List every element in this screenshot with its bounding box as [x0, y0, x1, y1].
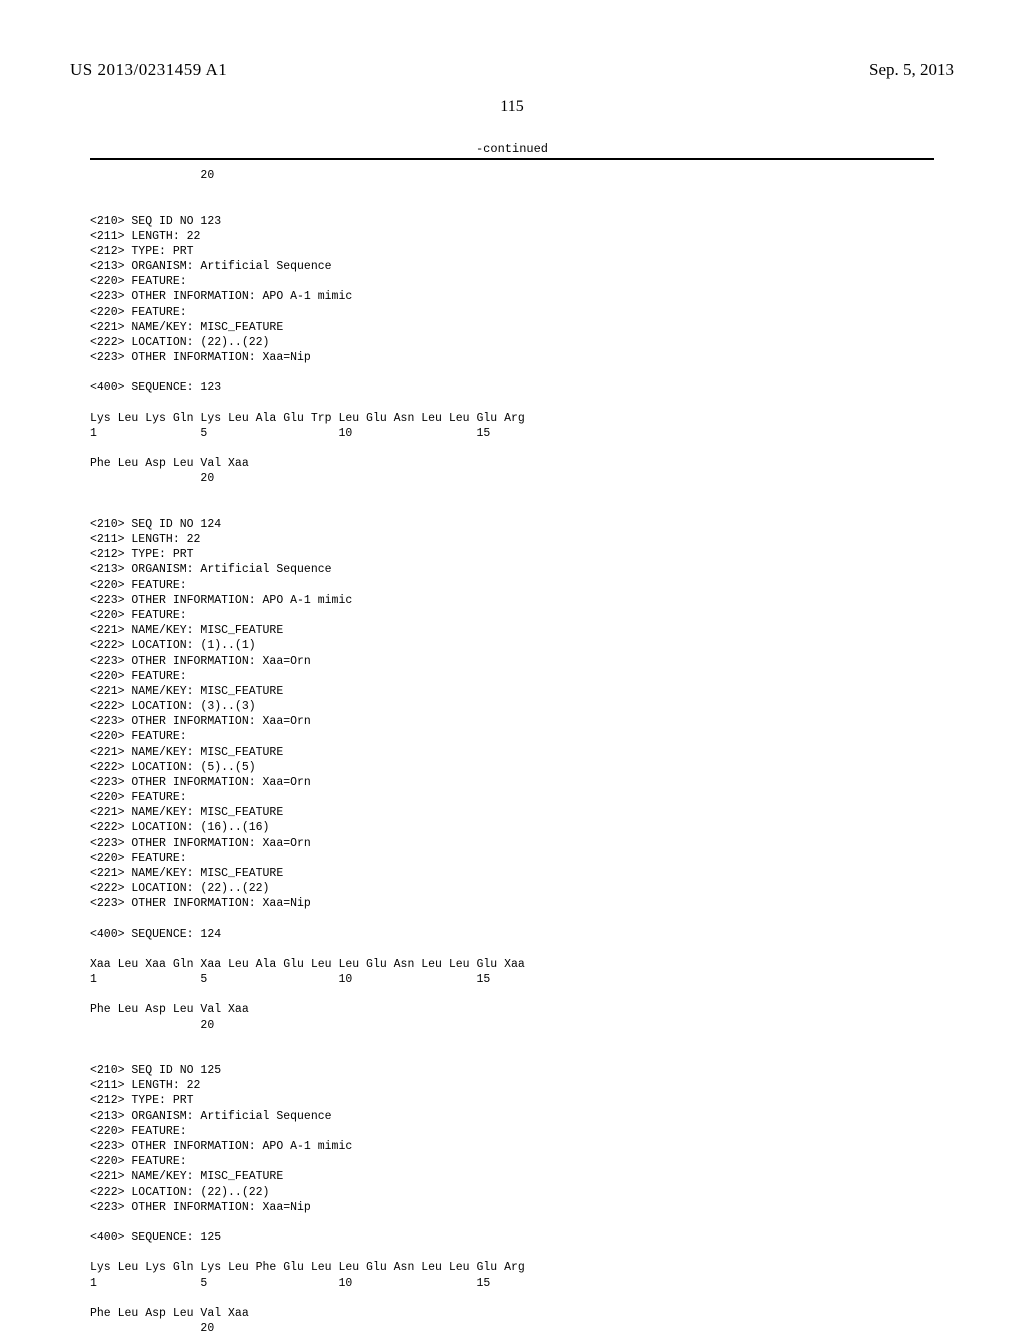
rule-top: [90, 158, 934, 160]
sequence-listing: 20 <210> SEQ ID NO 123 <211> LENGTH: 22 …: [90, 168, 934, 1336]
header-row: US 2013/0231459 A1 Sep. 5, 2013: [70, 60, 954, 80]
publication-number: US 2013/0231459 A1: [70, 60, 227, 80]
page-number: 115: [70, 98, 954, 116]
publication-date: Sep. 5, 2013: [869, 60, 954, 80]
patent-page: US 2013/0231459 A1 Sep. 5, 2013 115 -con…: [0, 0, 1024, 1320]
continued-label: -continued: [70, 142, 954, 156]
